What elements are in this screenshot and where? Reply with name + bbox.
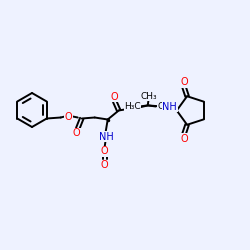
Text: O: O bbox=[111, 92, 118, 102]
Text: O: O bbox=[65, 112, 72, 122]
Text: NH: NH bbox=[162, 102, 177, 112]
Text: O: O bbox=[180, 134, 188, 144]
Text: O: O bbox=[180, 77, 188, 87]
Text: O: O bbox=[73, 128, 80, 138]
Text: H₃C: H₃C bbox=[124, 102, 141, 111]
Text: CH₃: CH₃ bbox=[158, 102, 174, 111]
Text: O: O bbox=[101, 160, 108, 170]
Text: NH: NH bbox=[99, 132, 114, 141]
Text: O: O bbox=[101, 146, 108, 156]
Text: CH₃: CH₃ bbox=[140, 92, 157, 101]
Text: O: O bbox=[131, 102, 138, 113]
